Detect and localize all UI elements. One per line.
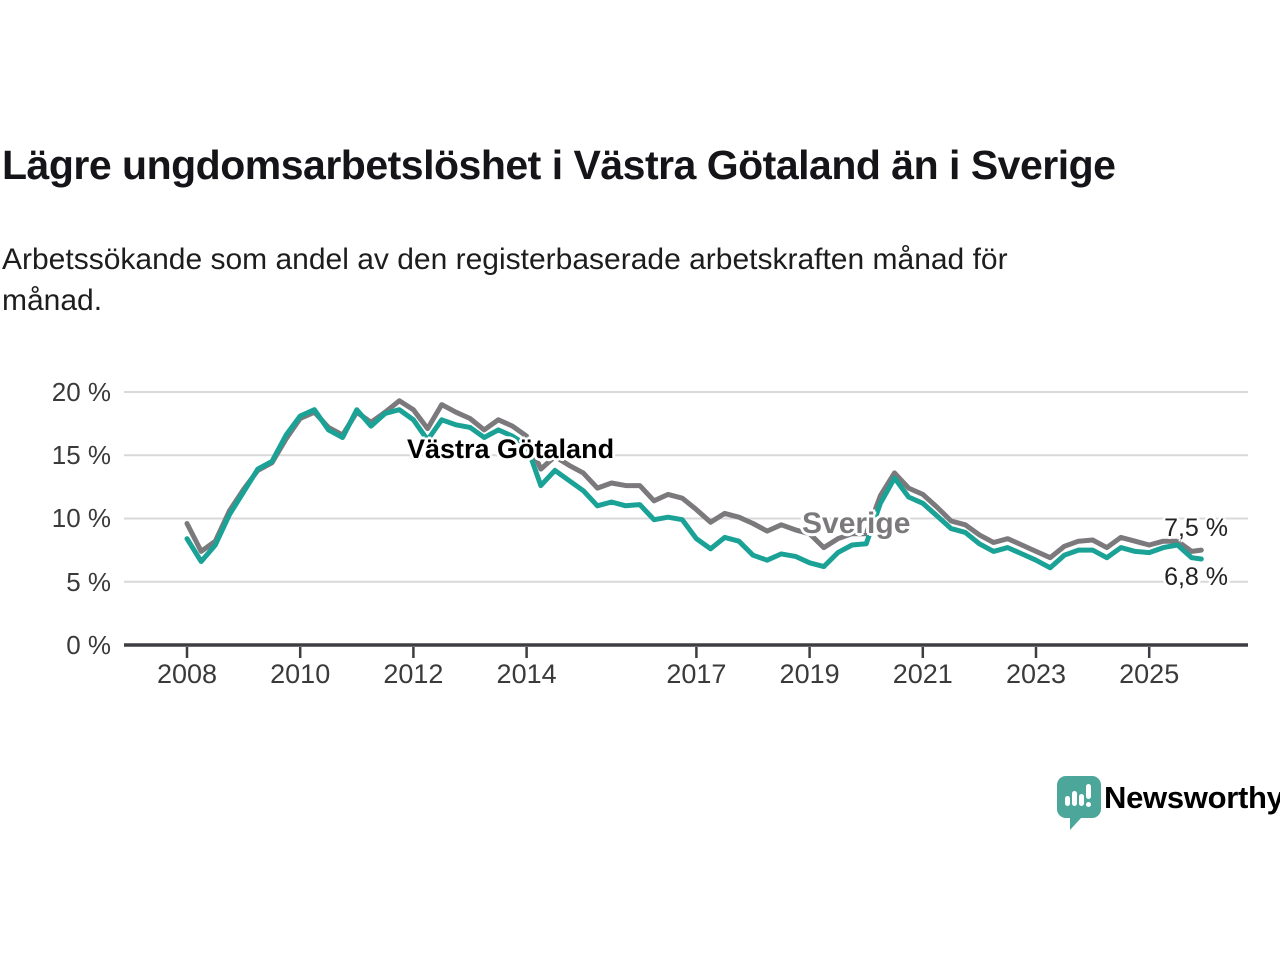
y-tick-label: 0 %: [66, 630, 111, 660]
x-tick-label: 2017: [666, 659, 727, 689]
x-tick-label: 2008: [156, 659, 218, 689]
y-tick-label: 5 %: [66, 566, 111, 597]
y-tick-label: 15 %: [51, 440, 111, 471]
y-tick-label: 10 %: [51, 503, 111, 534]
end-value-label-vastra: 6,8 %: [1164, 563, 1228, 591]
series-label-sverige: Sverige: [802, 507, 911, 540]
bar-small: [1065, 796, 1070, 806]
x-tick-label: 2012: [383, 659, 444, 689]
chart-subtitle-line-1: Arbetssökande som andel av den registerb…: [2, 243, 1008, 276]
newsworthy-logo: Newsworthy: [1056, 772, 1280, 834]
chart-title: Lägre ungdomsarbetslöshet i Västra Götal…: [2, 142, 1116, 188]
exclamation-dot: [1086, 802, 1091, 807]
exclamation-bar: [1086, 784, 1091, 799]
bar-tall: [1072, 791, 1077, 806]
newsworthy-logo-text: Newsworthy: [1104, 780, 1280, 815]
x-tick-label: 2021: [892, 659, 953, 689]
x-tick-label: 2025: [1119, 659, 1180, 689]
chart-subtitle-line-2: månad.: [2, 284, 103, 317]
series-line-v-stra-g-taland: [184, 407, 1204, 571]
bar-medium: [1079, 794, 1084, 806]
x-tick-label: 2010: [270, 659, 331, 689]
x-tick-label: 2014: [496, 659, 557, 689]
newsworthy-logo-icon: [1057, 776, 1101, 830]
y-tick-label: 20 %: [51, 376, 111, 407]
series-label-vastra-gotaland: Västra Götaland: [407, 434, 615, 464]
x-tick-label: 2019: [779, 659, 840, 689]
x-tick-label: 2023: [1005, 659, 1067, 689]
end-value-label-sverige: 7,5 %: [1164, 514, 1228, 542]
